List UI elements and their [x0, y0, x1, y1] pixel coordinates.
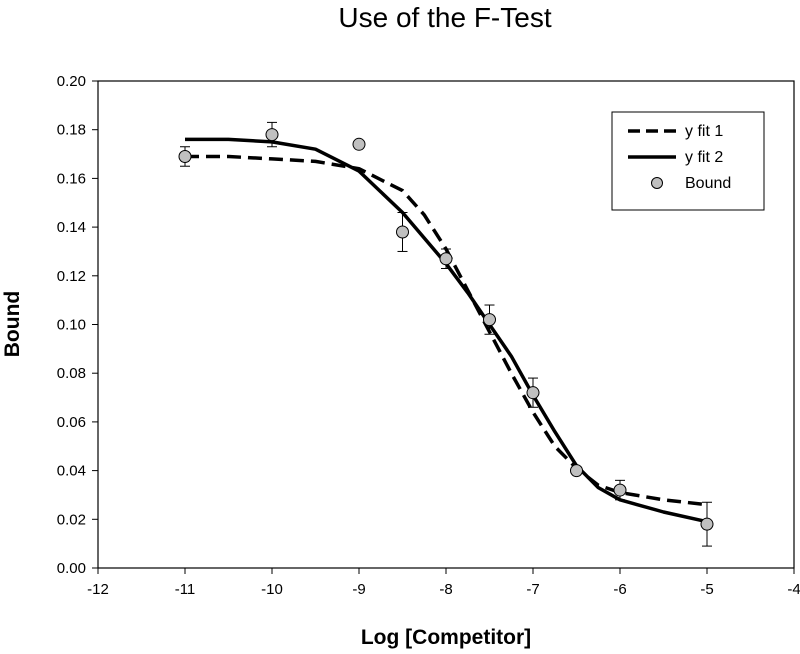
y-tick-label: 0.04: [57, 463, 86, 480]
x-tick-label: -7: [526, 581, 539, 598]
data-point: [570, 464, 583, 478]
y-tick-label: 0.14: [57, 219, 86, 236]
data-point: [396, 225, 409, 239]
y-tick-label: 0.10: [57, 317, 86, 334]
data-point: [265, 128, 279, 142]
data-point: [178, 149, 192, 163]
x-axis-label: Log [Competitor]: [361, 626, 531, 649]
y-tick-label: 0.20: [57, 73, 86, 90]
legend-label: Bound: [685, 175, 731, 192]
x-tick-label: -10: [261, 581, 283, 598]
data-point: [352, 137, 366, 151]
x-tick-label: -6: [613, 581, 626, 598]
x-tick-label: -8: [439, 581, 452, 598]
legend-box: [611, 111, 765, 211]
x-tick-label: -11: [175, 581, 196, 598]
data-point: [526, 386, 540, 400]
data-point: [483, 313, 496, 327]
y-tick-label: 0.18: [57, 122, 86, 139]
x-tick-label: -5: [700, 581, 713, 598]
legend-swatch-bound: [651, 177, 663, 189]
y-tick-label: 0.00: [57, 560, 86, 577]
y-tick-label: 0.08: [57, 365, 86, 382]
y-tick-label: 0.02: [57, 511, 86, 528]
x-tick-label: -4: [787, 581, 800, 598]
y-tick-label: 0.12: [57, 268, 86, 285]
chart-title: Use of the F-Test: [338, 2, 551, 33]
data-point: [613, 483, 627, 497]
legend-label: y fit 1: [685, 123, 723, 140]
data-point: [700, 517, 714, 531]
y-tick-label: 0.16: [57, 170, 86, 187]
y-axis-label: Bound: [1, 291, 24, 357]
data-point: [439, 252, 453, 266]
y-tick-label: 0.06: [57, 414, 86, 431]
legend: y fit 1 y fit 2 Bound: [611, 111, 765, 211]
legend-label: y fit 2: [685, 149, 723, 166]
x-tick-label: -9: [352, 581, 365, 598]
plot-area: -12 -11 -10 -9 -8 -7 -6 -5 -4 0.00 0.02 0.04 0.06 0.0…: [57, 73, 800, 598]
x-tick-label: -12: [87, 581, 109, 598]
